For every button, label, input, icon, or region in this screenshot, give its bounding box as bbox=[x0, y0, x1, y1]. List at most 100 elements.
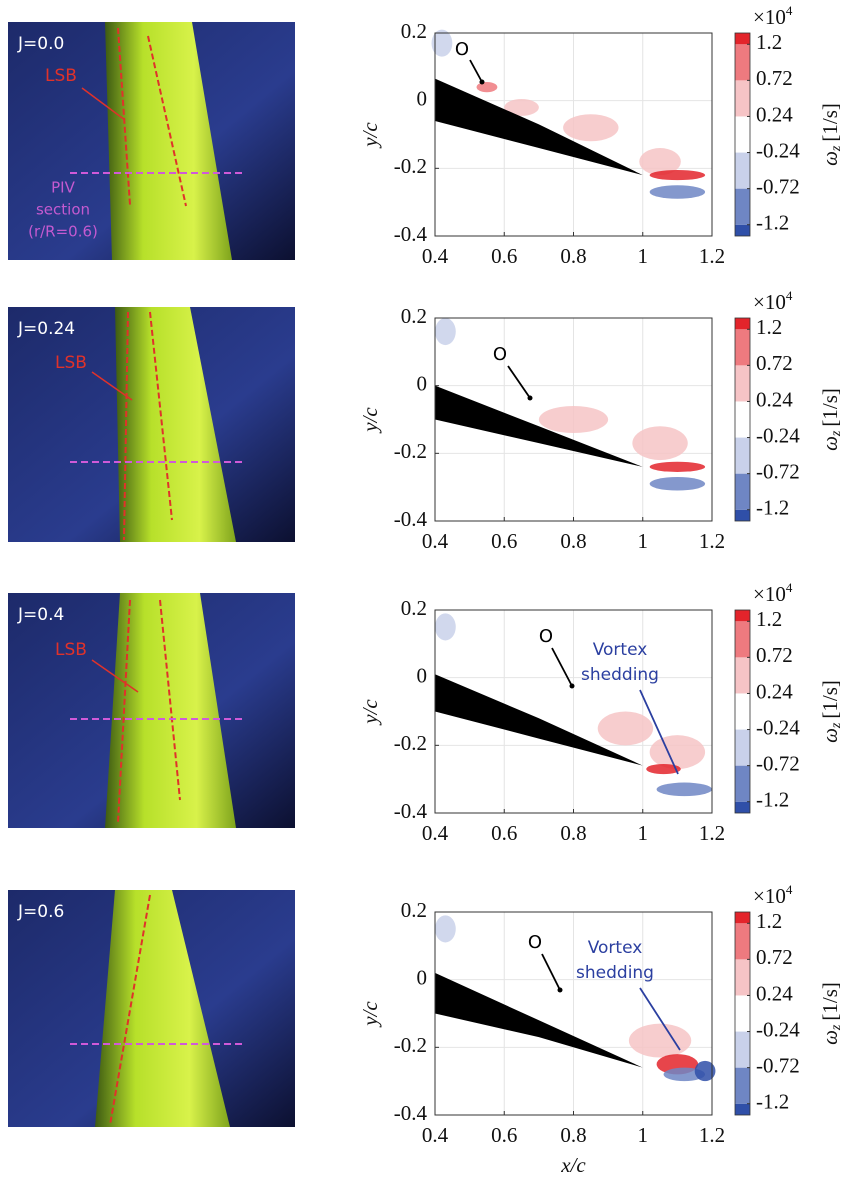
colorbar-label: ωz [1/s] bbox=[818, 982, 844, 1045]
lsb-pointer bbox=[81, 87, 126, 121]
x-tick-label: 0.8 bbox=[560, 244, 586, 268]
blade bbox=[95, 890, 230, 1127]
y-axis-label: y/c bbox=[358, 699, 382, 726]
x-tick-label: 0.8 bbox=[560, 1123, 586, 1147]
x-tick-label: 1 bbox=[638, 821, 649, 845]
multiplier-base: ×10 bbox=[753, 5, 786, 29]
colorbar-tick-label: 1.2 bbox=[756, 30, 782, 54]
symbol: ω bbox=[818, 1030, 842, 1045]
photo bbox=[8, 890, 295, 1127]
multiplier-base: ×10 bbox=[753, 290, 786, 314]
colorbar-band bbox=[735, 610, 750, 622]
lsb-edge bbox=[123, 311, 129, 541]
x-tick-label: 1 bbox=[638, 244, 649, 268]
colorbar-tick-label: 0.72 bbox=[756, 66, 793, 90]
lsb-label: LSB bbox=[55, 353, 87, 373]
multiplier-exponent: 4 bbox=[786, 288, 793, 303]
x-tick-label: 0.6 bbox=[491, 244, 517, 268]
lsb-pointer bbox=[91, 371, 133, 401]
lsb-edge bbox=[149, 311, 173, 521]
vorticity-patch bbox=[639, 148, 681, 176]
colorbar-band bbox=[735, 912, 750, 924]
y-tick-label: 0 bbox=[417, 663, 428, 687]
blade bbox=[105, 22, 232, 260]
origin-arrowhead bbox=[527, 395, 533, 401]
colorbar-band bbox=[735, 657, 750, 694]
vortex-label: Vortex bbox=[588, 938, 643, 958]
colorbar-band bbox=[735, 1031, 750, 1068]
plot-frame bbox=[434, 32, 713, 237]
colorbar-band bbox=[735, 765, 750, 802]
origin-arrowhead bbox=[569, 683, 575, 689]
y-axis-label: y/c bbox=[358, 1001, 382, 1028]
y-tick-label: -0.2 bbox=[394, 1033, 427, 1057]
symbol: ω bbox=[818, 436, 842, 451]
airfoil bbox=[435, 674, 643, 766]
plot-frame bbox=[434, 609, 713, 814]
origin-label: O bbox=[455, 39, 469, 60]
j-label: J=0.24 bbox=[17, 319, 75, 339]
colorbar-band bbox=[735, 152, 750, 189]
symbol: ω bbox=[818, 151, 842, 166]
vorticity-patch bbox=[476, 82, 498, 93]
airfoil bbox=[435, 972, 643, 1068]
vorticity-patch bbox=[656, 782, 712, 797]
colorbar-tick-label: -0.72 bbox=[756, 174, 800, 198]
x-tick-label: 1.2 bbox=[699, 529, 725, 553]
vorticity-patch bbox=[435, 915, 456, 943]
colorbar-tick-label: -0.72 bbox=[756, 459, 800, 483]
colorbar-band bbox=[735, 44, 750, 81]
j-label: J=0.4 bbox=[17, 605, 64, 625]
photo bbox=[8, 593, 295, 828]
piv-section-label: PIV bbox=[51, 179, 75, 197]
colorbar-band bbox=[735, 923, 750, 960]
lsb-edge bbox=[159, 599, 181, 801]
photo bbox=[8, 22, 295, 260]
colorbar-multiplier: ×104 bbox=[753, 882, 793, 908]
subscript: z bbox=[829, 430, 844, 437]
vorticity-patch bbox=[563, 114, 619, 142]
y-tick-label: -0.2 bbox=[394, 439, 427, 463]
colorbar-tick-label: -0.72 bbox=[756, 1053, 800, 1077]
colorbar-band bbox=[735, 473, 750, 510]
vorticity-patch bbox=[628, 1023, 692, 1058]
x-tick-label: 1.2 bbox=[699, 244, 725, 268]
x-tick-label: 0.4 bbox=[422, 821, 449, 845]
x-tick-label: 1.2 bbox=[699, 1123, 725, 1147]
y-axis-label: y/c bbox=[358, 407, 382, 434]
x-tick-label: 0.6 bbox=[491, 1123, 517, 1147]
piv-section-label: section bbox=[36, 201, 90, 219]
colorbar-band bbox=[735, 80, 750, 117]
vorticity-patch bbox=[649, 477, 706, 491]
origin-arrow bbox=[551, 647, 573, 687]
origin-arrow bbox=[507, 365, 531, 399]
colorbar-band bbox=[735, 801, 750, 813]
lsb-label: LSB bbox=[45, 66, 77, 86]
colorbar-tick-label: 0.24 bbox=[756, 679, 793, 703]
origin-label: O bbox=[539, 626, 553, 647]
lsb-edge bbox=[109, 894, 151, 1126]
unit: [1/s] bbox=[818, 982, 842, 1021]
x-tick-label: 0.6 bbox=[491, 821, 517, 845]
vorticity-patch bbox=[632, 426, 688, 461]
x-tick-label: 1 bbox=[638, 1123, 649, 1147]
origin-label: O bbox=[528, 932, 542, 953]
colorbar-tick-label: -1.2 bbox=[756, 788, 789, 812]
y-tick-label: -0.4 bbox=[394, 799, 428, 823]
colorbar-multiplier: ×104 bbox=[753, 3, 793, 29]
origin-label: O bbox=[493, 344, 507, 365]
origin-arrow bbox=[469, 59, 483, 83]
x-tick-label: 0.6 bbox=[491, 529, 517, 553]
colorbar-band bbox=[735, 437, 750, 474]
vorticity-patch bbox=[646, 763, 681, 775]
unit: [1/s] bbox=[818, 103, 842, 142]
colorbar-tick-label: 0.72 bbox=[756, 945, 793, 969]
subscript: z bbox=[829, 1024, 844, 1031]
vortex-label: shedding bbox=[576, 963, 654, 983]
multiplier-base: ×10 bbox=[753, 884, 786, 908]
multiplier-exponent: 4 bbox=[786, 3, 793, 18]
photo bbox=[8, 307, 295, 542]
vorticity-patch bbox=[431, 29, 453, 57]
blade bbox=[115, 307, 236, 542]
